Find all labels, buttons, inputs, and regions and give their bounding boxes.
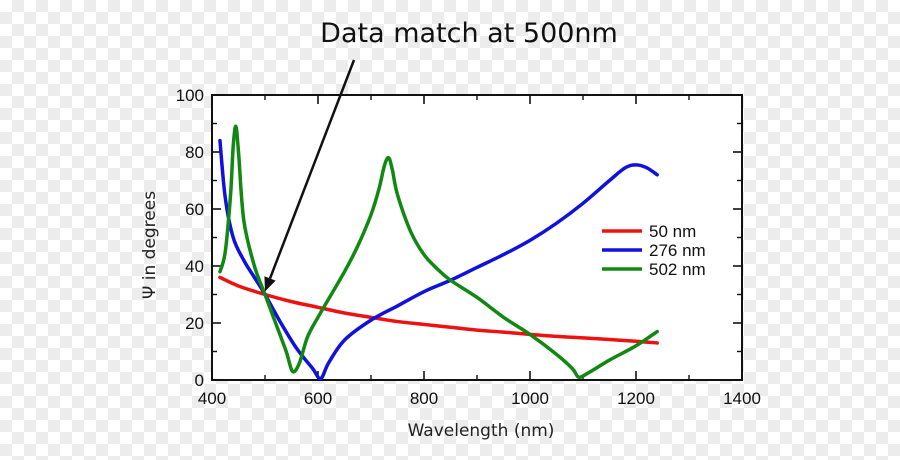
- x-tick-label: 800: [410, 389, 438, 408]
- y-tick-label: 60: [185, 200, 204, 219]
- x-tick-label: 1400: [723, 389, 761, 408]
- legend: 50 nm 276 nm 502 nm: [602, 222, 706, 279]
- x-axis-title: Wavelength (nm): [408, 421, 555, 441]
- y-tick-labels: 0 20 40 60 80 100: [176, 86, 204, 390]
- y-tick-label: 0: [195, 371, 204, 390]
- x-tick-label: 600: [304, 389, 332, 408]
- series-lines: [218, 124, 659, 381]
- y-tick-label: 20: [185, 314, 204, 333]
- series-50nm-line: [218, 275, 659, 345]
- x-tick-label: 1200: [617, 389, 655, 408]
- legend-label-502nm: 502 nm: [649, 260, 706, 279]
- y-axis-title: Ψ in degrees: [140, 191, 160, 299]
- annotation-text: Data match at 500nm: [320, 18, 618, 49]
- series-276nm-line: [218, 138, 659, 381]
- x-tick-labels: 400 600 800 1000 1200 1400: [198, 389, 761, 408]
- y-tick-label: 40: [185, 257, 204, 276]
- legend-label-276nm: 276 nm: [649, 241, 706, 260]
- legend-label-50nm: 50 nm: [649, 222, 696, 241]
- annotation-arrow-line: [268, 59, 356, 279]
- y-tick-label: 80: [185, 143, 204, 162]
- x-tick-label: 1000: [511, 389, 549, 408]
- axis-ticks: [211, 94, 743, 381]
- y-tick-label: 100: [176, 86, 204, 105]
- annotation-arrow-head: [264, 276, 276, 292]
- x-tick-label: 400: [198, 389, 226, 408]
- series-502nm-line: [218, 124, 659, 380]
